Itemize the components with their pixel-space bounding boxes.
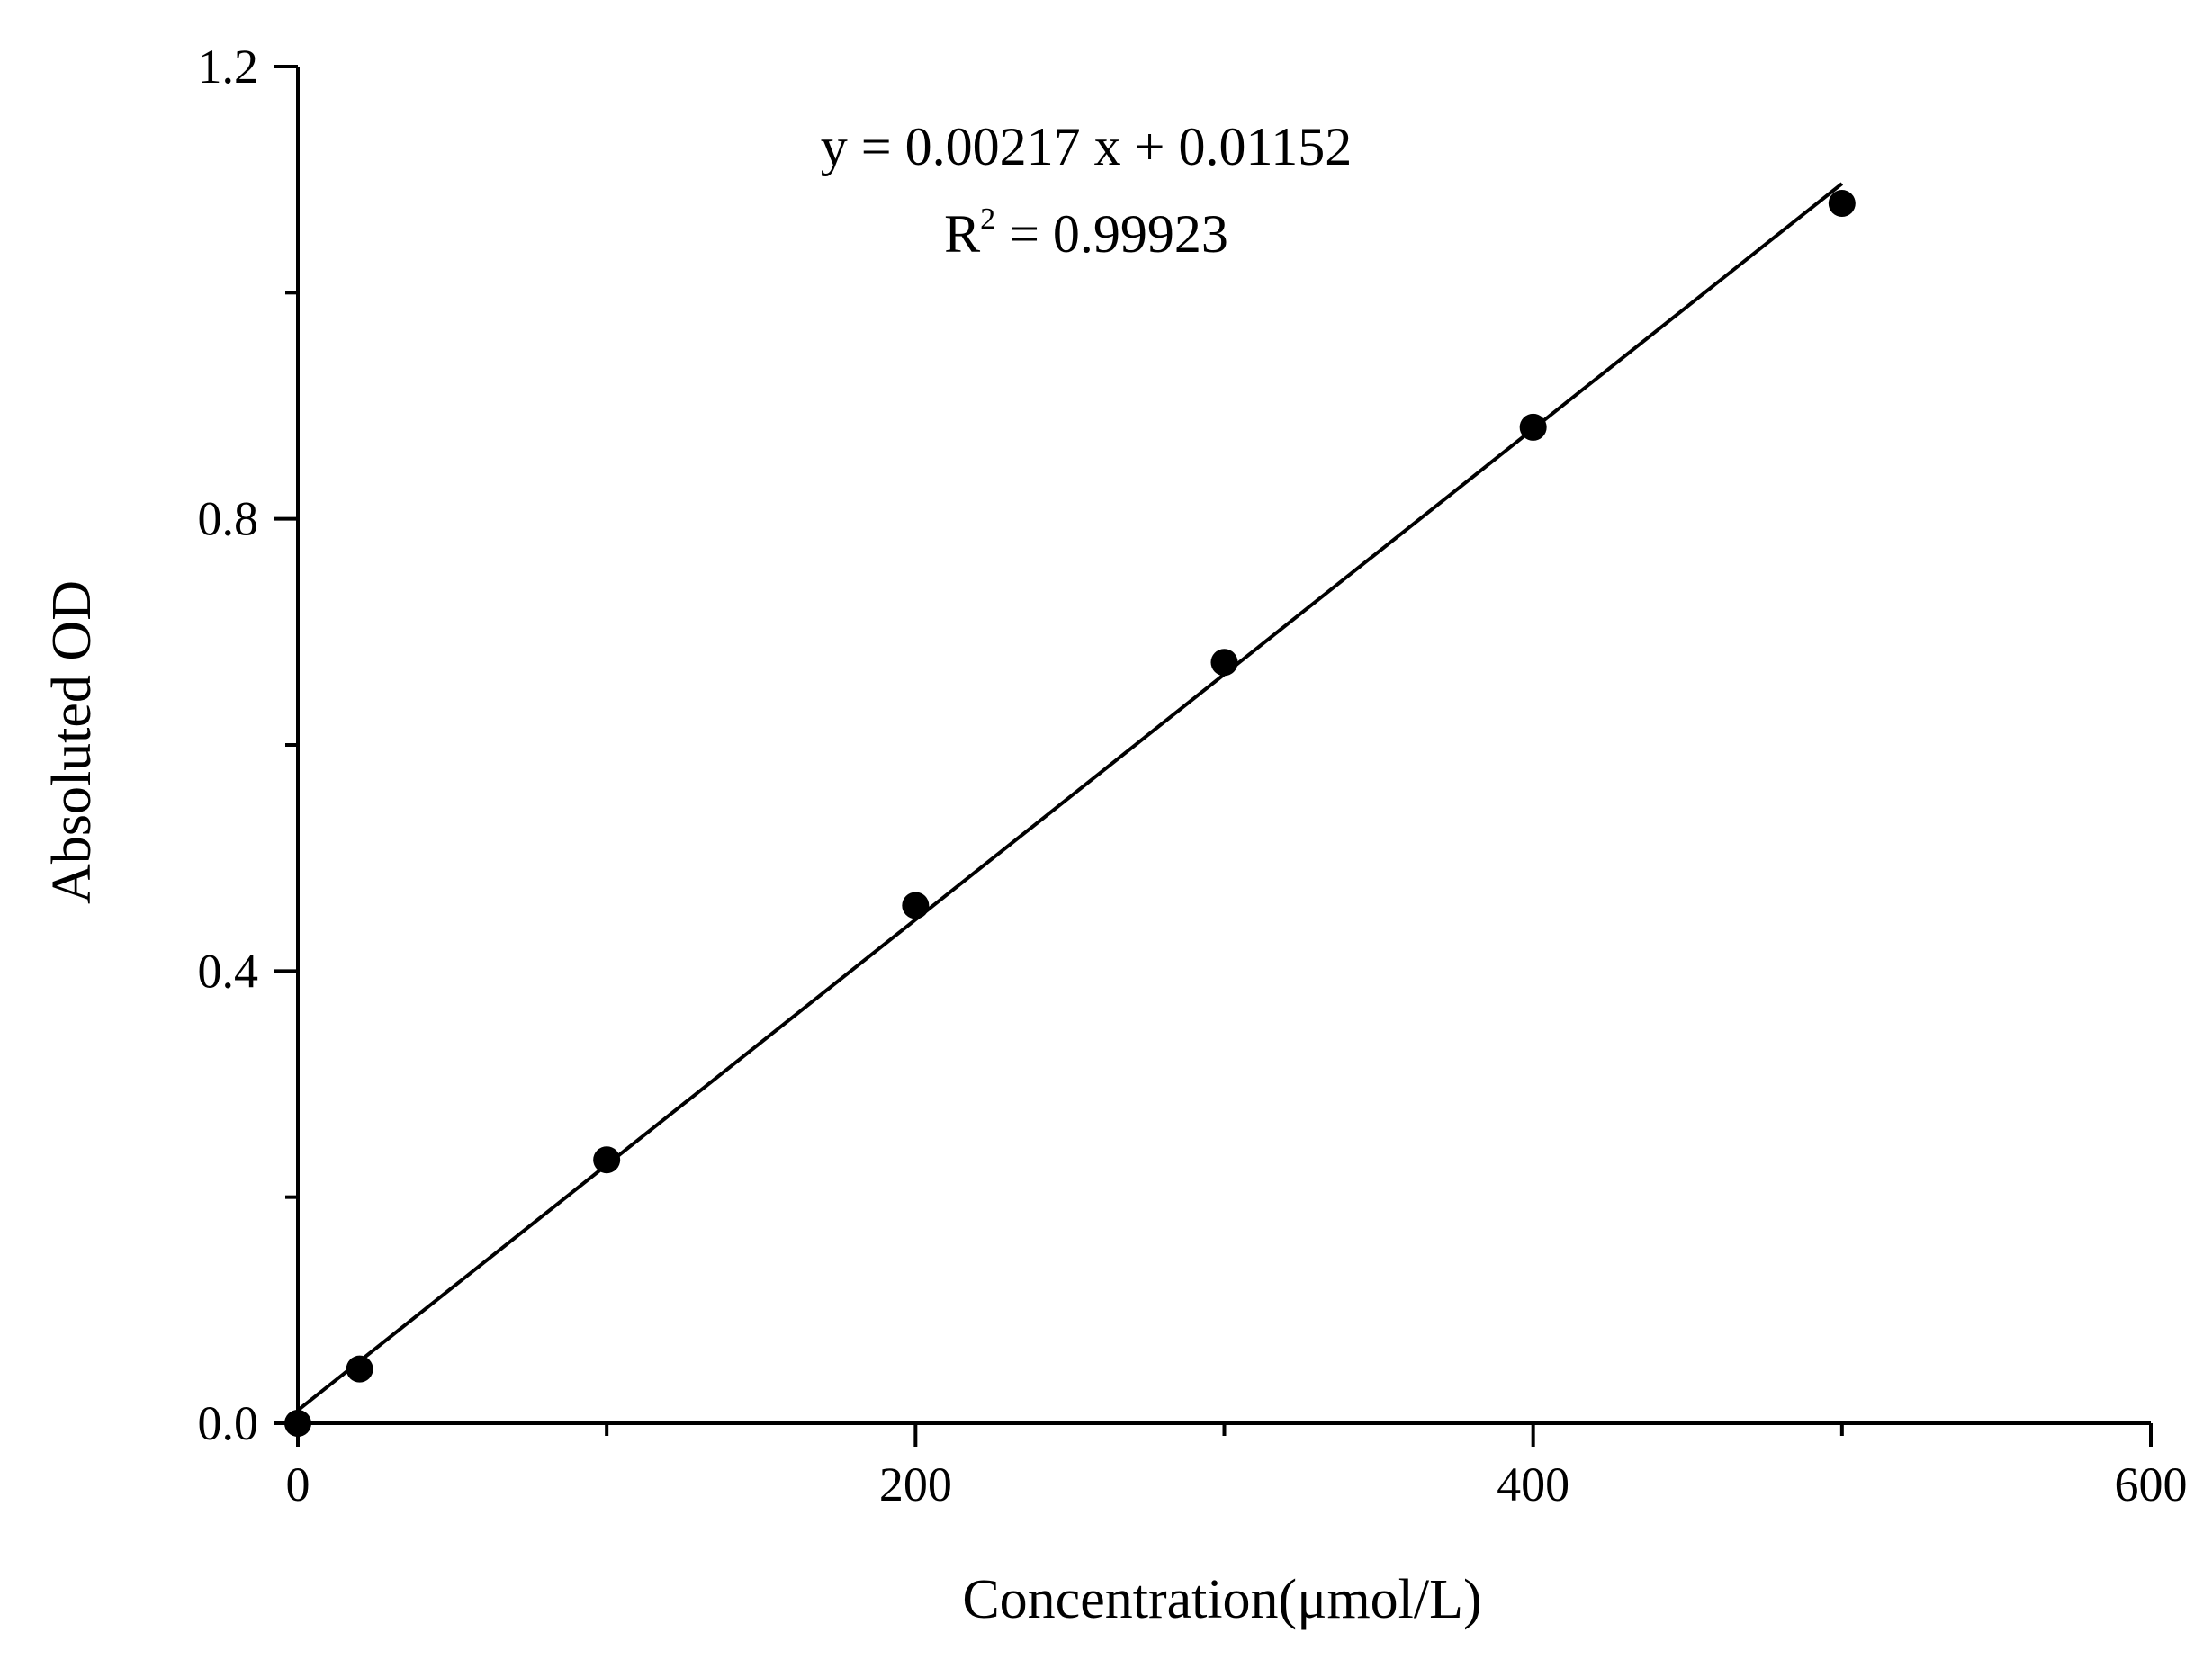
fit-line-group <box>296 182 1844 1412</box>
r-squared-value: = 0.99923 <box>995 204 1228 264</box>
r-squared-prefix: R <box>944 204 980 264</box>
r-squared-exponent: 2 <box>980 202 995 236</box>
data-point <box>1210 649 1238 677</box>
y-tick-label: 0.4 <box>198 944 259 998</box>
y-tick-label: 1.2 <box>198 40 259 94</box>
data-point <box>593 1146 621 1174</box>
data-point <box>284 1410 311 1437</box>
data-points <box>284 190 1856 1437</box>
data-point <box>902 892 930 919</box>
x-tick-label: 600 <box>2115 1457 2188 1511</box>
y-axis-title: Absoluted OD <box>41 580 103 904</box>
x-tick-label: 400 <box>1497 1457 1569 1511</box>
r-squared: R2 = 0.99923 <box>944 202 1228 264</box>
x-axis-title: Concentration(μmol/L) <box>962 1569 1481 1630</box>
fit-line <box>296 182 1844 1412</box>
x-tick-label: 200 <box>879 1457 952 1511</box>
axes <box>274 65 2153 1447</box>
fit-equation: y = 0.00217 x + 0.01152 <box>821 117 1352 176</box>
data-point <box>346 1355 373 1383</box>
data-point <box>1519 413 1547 441</box>
y-tick-label: 0.8 <box>198 492 259 546</box>
data-point <box>1828 190 1856 218</box>
y-tick-label: 0.0 <box>198 1396 259 1450</box>
tick-labels: 0 200 400 600 0.0 0.4 0.8 1.2 <box>198 40 2188 1511</box>
x-tick-label: 0 <box>286 1457 310 1511</box>
